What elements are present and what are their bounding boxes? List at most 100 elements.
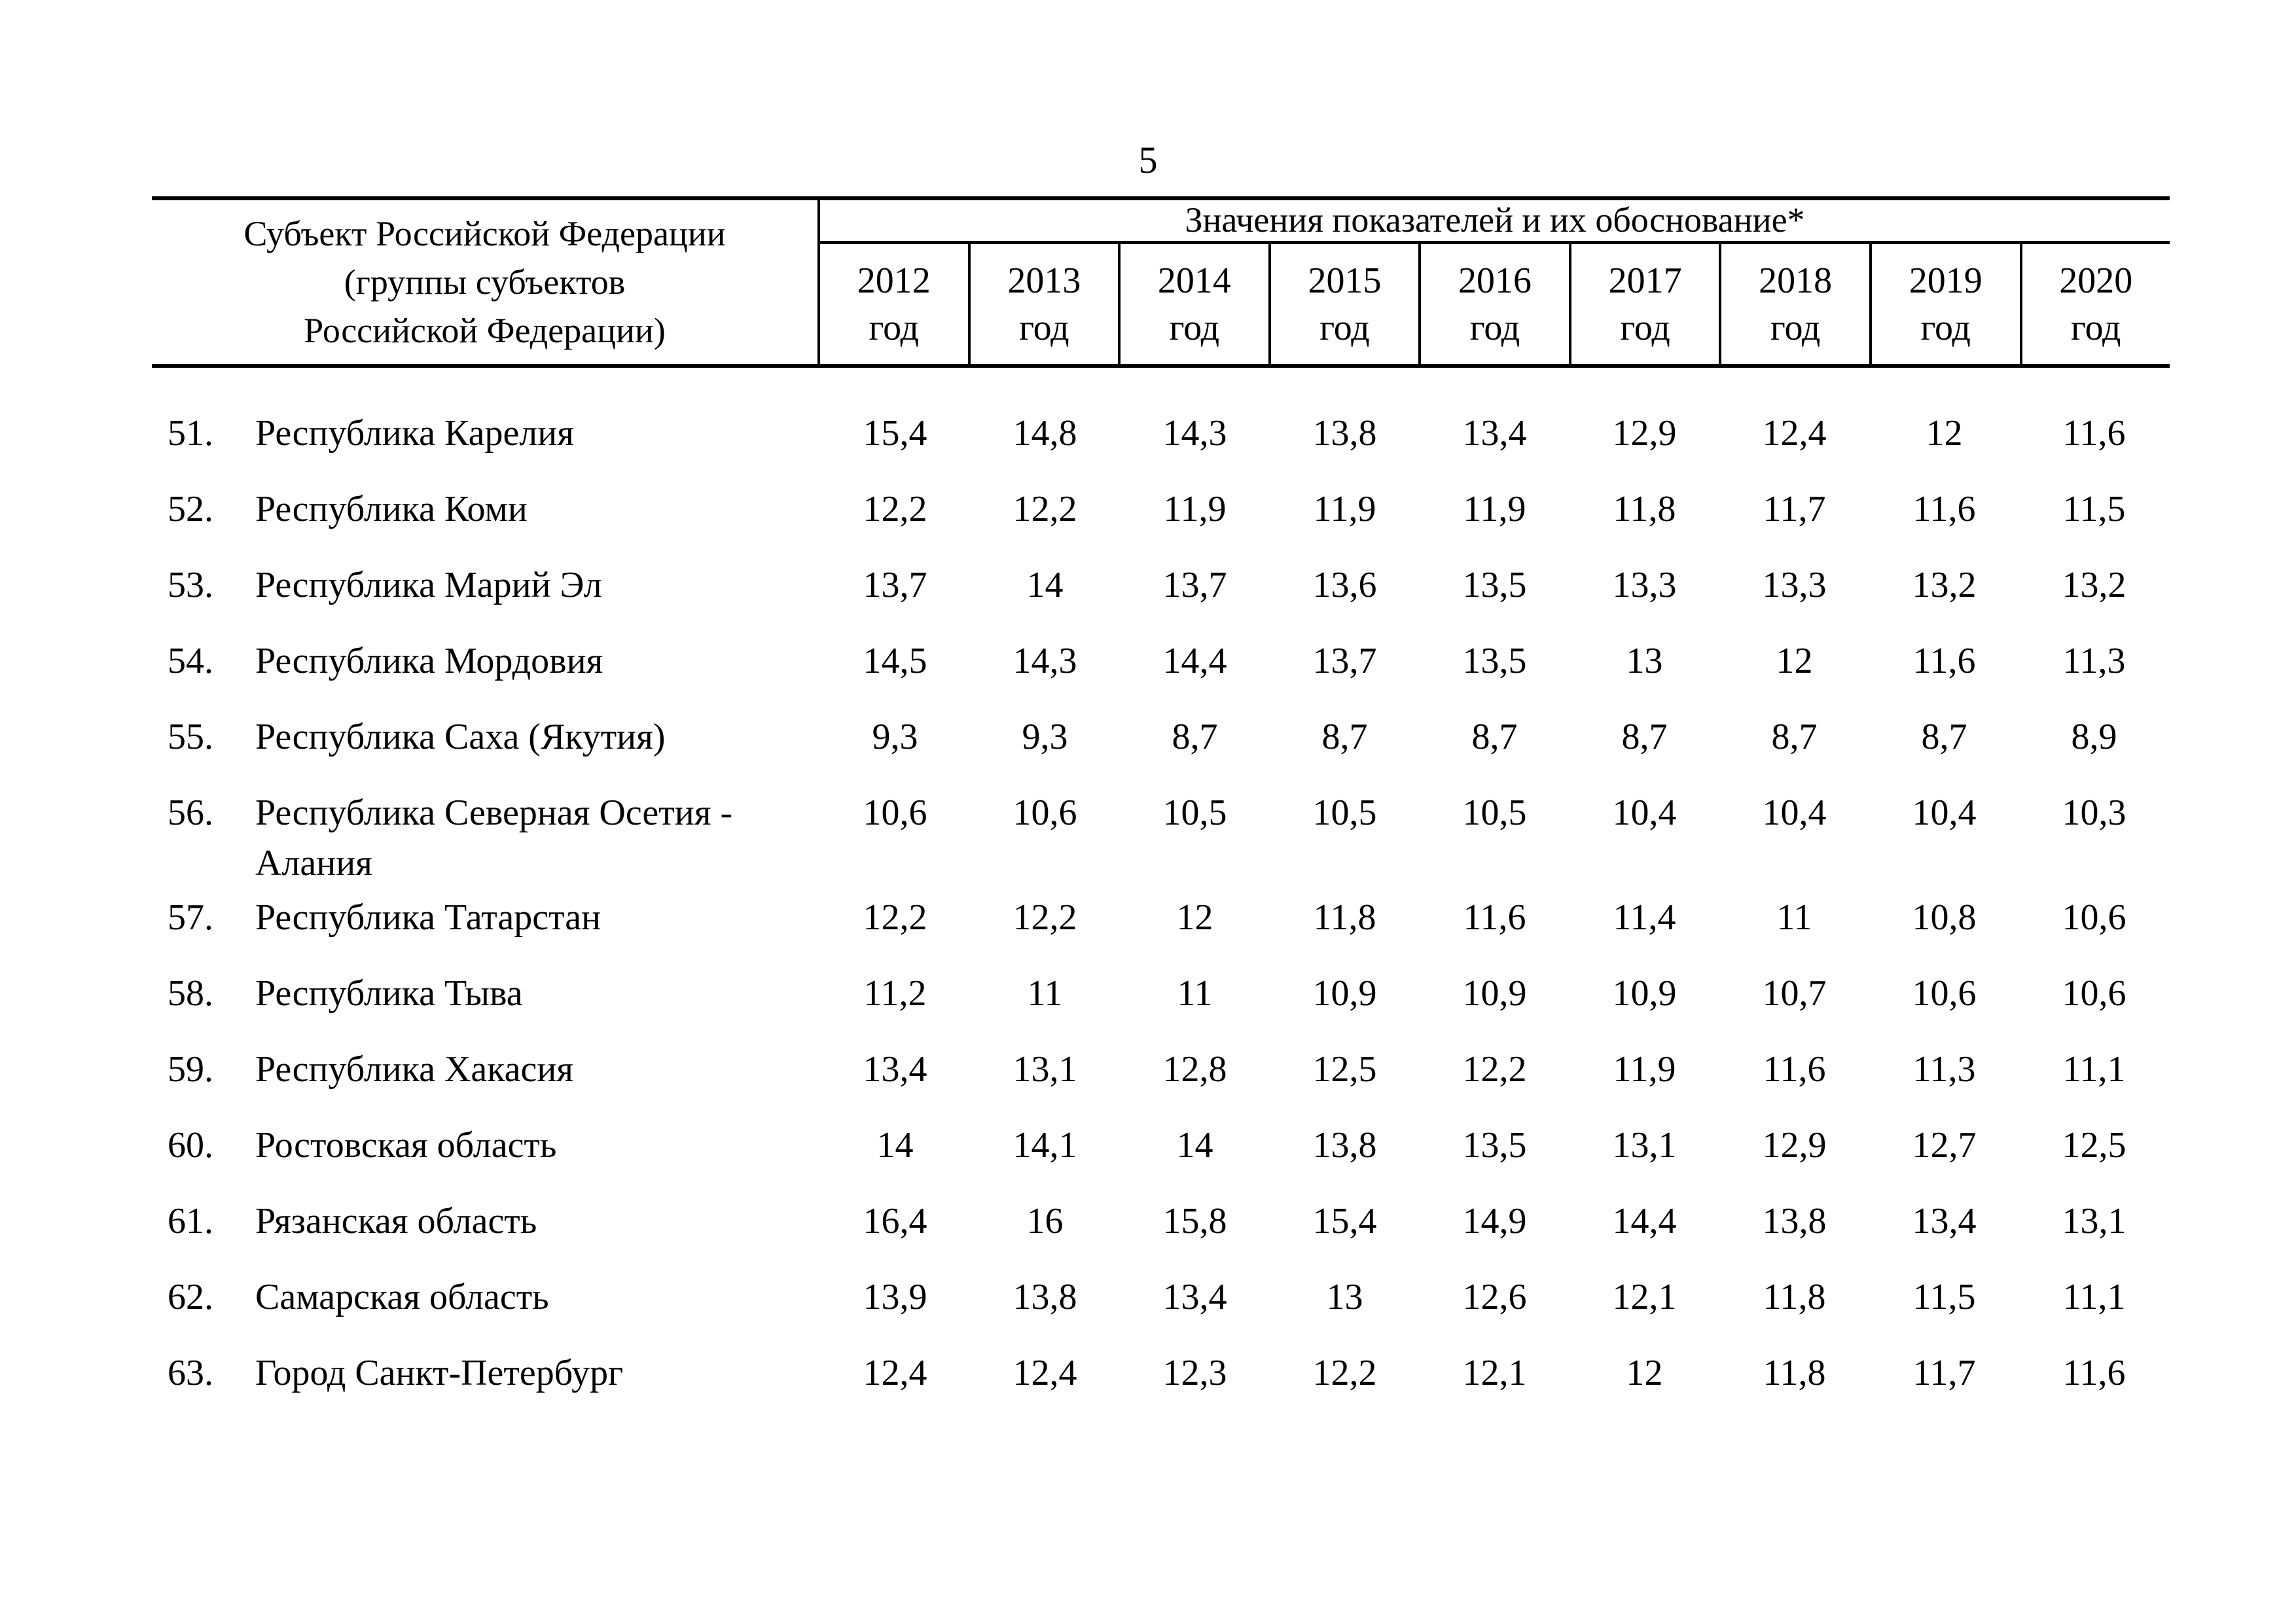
value-cell: 10,3	[2062, 793, 2126, 833]
table-row: 62. Самарская область 13,9 13,8 13,4 13 12,6…	[152, 1272, 2170, 1348]
value-cell: 12,5	[2062, 1125, 2126, 1166]
value-cell: 8,9	[2071, 717, 2117, 757]
table-row: 51. Республика Карелия 15,4 14,8 14,3 13,8 1…	[152, 408, 2170, 484]
value-cell: 13	[1626, 641, 1663, 681]
value-cell: 11,4	[1613, 897, 1676, 938]
page-number: 5	[1138, 139, 1158, 181]
region-name: Республика Марий Эл	[255, 565, 602, 605]
year-column-header-2012: 2012 год	[820, 244, 971, 364]
region-name: Город Санкт-Петербург	[255, 1353, 624, 1393]
value-cell: 14,8	[1013, 413, 1077, 454]
year-column-header-2014: 2014 год	[1121, 244, 1271, 364]
table-row: 58. Республика Тыва 11,2 11 11 10,9 10,9 10,9…	[152, 969, 2170, 1044]
row-number: 53.	[168, 565, 213, 605]
value-cell: 11,1	[2062, 1277, 2126, 1317]
indicators-table: Субъект Российской Федерации (группы суб…	[152, 196, 2170, 1424]
region-name: Республика Саха (Якутия)	[255, 717, 666, 757]
value-cell: 11,6	[1912, 489, 1976, 529]
row-number: 51.	[168, 413, 213, 454]
value-cell: 11,3	[1912, 1049, 1976, 1090]
year-column-header-2019: 2019 год	[1872, 244, 2022, 364]
table-row: 63. Город Санкт-Петербург 12,4 12,4 12,3 12…	[152, 1348, 2170, 1424]
value-cell: 13,5	[1462, 641, 1527, 681]
value-cell: 8,7	[1621, 717, 1668, 757]
year-suffix: год	[1620, 307, 1670, 348]
value-cell: 10,8	[1912, 897, 1977, 938]
value-cell: 10,9	[1312, 973, 1377, 1014]
row-number: 54.	[168, 641, 213, 681]
region-name: Республика Мордовия	[255, 641, 603, 681]
value-cell: 14,4	[1612, 1201, 1677, 1241]
value-cell: 11	[1027, 973, 1063, 1014]
value-cell: 12,2	[1462, 1049, 1527, 1090]
value-cell: 11,9	[1613, 1049, 1676, 1090]
value-cell: 10,6	[1013, 793, 1077, 833]
region-name: Республика Коми	[255, 489, 528, 529]
table-row: 60. Ростовская область 14 14,1 14 13,8 13,5 1…	[152, 1120, 2170, 1196]
value-cell: 11,7	[1763, 489, 1826, 529]
value-cell: 10,5	[1162, 793, 1227, 833]
value-cell: 13,4	[863, 1049, 927, 1090]
value-cell: 11,9	[1313, 489, 1376, 529]
value-cell: 11,8	[1763, 1353, 1826, 1393]
year-column-header-2016: 2016 год	[1421, 244, 1571, 364]
value-cell: 13,7	[1162, 565, 1227, 605]
row-number: 58.	[168, 973, 213, 1014]
table-header: Субъект Российской Федерации (группы суб…	[152, 196, 2170, 368]
table-row: 54. Республика Мордовия 14,5 14,3 14,4 13,7…	[152, 636, 2170, 712]
value-cell: 13,4	[1462, 413, 1527, 454]
value-cell: 10,9	[1462, 973, 1527, 1014]
value-cell: 15,8	[1162, 1201, 1227, 1241]
value-cell: 10,5	[1312, 793, 1377, 833]
table-row: 55. Республика Саха (Якутия) 9,3 9,3 8,7 8,…	[152, 712, 2170, 788]
value-cell: 14	[876, 1125, 914, 1166]
value-cell: 13,8	[1013, 1277, 1077, 1317]
table-row: 52. Республика Коми 12,2 12,2 11,9 11,9 11,9…	[152, 484, 2170, 560]
value-cell: 13,3	[1612, 565, 1677, 605]
value-cell: 15,4	[1312, 1201, 1377, 1241]
year-column-header-2018: 2018 год	[1721, 244, 1872, 364]
value-cell: 11,8	[1313, 897, 1376, 938]
value-cell: 12,1	[1462, 1353, 1527, 1393]
value-cell: 14,4	[1162, 641, 1227, 681]
value-cell: 12,2	[863, 897, 927, 938]
value-cell: 12,2	[1312, 1353, 1377, 1393]
year-column-header-2015: 2015 год	[1271, 244, 1422, 364]
value-cell: 13,5	[1462, 565, 1527, 605]
year-label: 2017	[1608, 260, 1682, 301]
year-suffix: год	[1319, 307, 1370, 348]
value-cell: 12	[1176, 897, 1213, 938]
value-cell: 11,8	[1763, 1277, 1826, 1317]
value-cell: 12,9	[1762, 1125, 1827, 1166]
year-column-header-2017: 2017 год	[1571, 244, 1722, 364]
value-cell: 13,2	[1912, 565, 1977, 605]
value-cell: 12,4	[1762, 413, 1827, 454]
value-cell: 11,8	[1613, 489, 1676, 529]
value-cell: 13,2	[2062, 565, 2126, 605]
value-cell: 12,2	[1013, 489, 1077, 529]
value-cell: 12	[1926, 413, 1963, 454]
year-label: 2012	[857, 260, 931, 301]
value-cell: 10,4	[1762, 793, 1827, 833]
value-cell: 13,3	[1762, 565, 1827, 605]
subject-header-line: Российской Федерации)	[304, 311, 666, 350]
year-suffix: год	[1469, 307, 1520, 348]
year-suffix: год	[1169, 307, 1220, 348]
value-cell: 11,9	[1463, 489, 1526, 529]
value-cell: 11,7	[1912, 1353, 1976, 1393]
value-cell: 10,4	[1912, 793, 1977, 833]
value-cell: 8,7	[1172, 717, 1218, 757]
value-cell: 10,9	[1612, 973, 1677, 1014]
value-cell: 16,4	[863, 1201, 927, 1241]
value-cell: 9,3	[1022, 717, 1068, 757]
value-cell: 10,6	[2062, 897, 2126, 938]
region-name: Ростовская область	[255, 1125, 557, 1166]
region-name: Республика Хакасия	[255, 1049, 574, 1090]
value-cell: 14,5	[863, 641, 927, 681]
value-cell: 11,6	[1912, 641, 1976, 681]
region-name: Республика Северная Осетия - Алания	[255, 793, 733, 883]
year-label: 2018	[1759, 260, 1833, 301]
region-name: Республика Татарстан	[255, 897, 601, 938]
year-suffix: год	[1920, 307, 1971, 348]
region-name: Республика Тыва	[255, 973, 523, 1014]
